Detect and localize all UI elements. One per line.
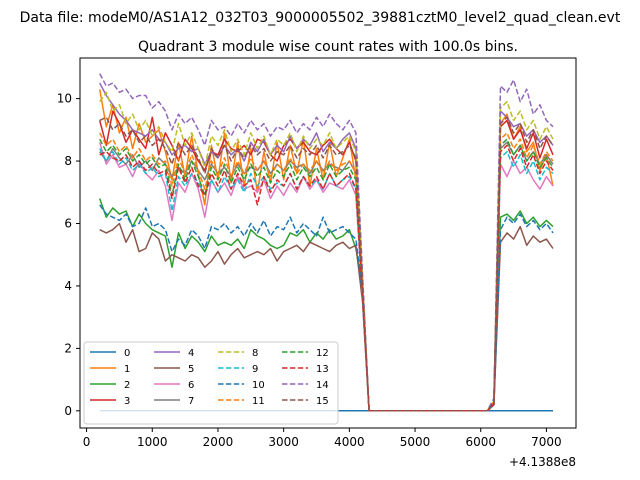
x-tick-label: 3000	[268, 435, 299, 449]
legend-label-11: 11	[252, 396, 265, 407]
legend-label-5: 5	[188, 364, 194, 375]
x-tick-label: 6000	[465, 435, 496, 449]
legend-label-1: 1	[124, 364, 130, 375]
legend-label-7: 7	[188, 396, 194, 407]
legend-label-3: 3	[124, 396, 130, 407]
legend-label-6: 6	[188, 380, 194, 391]
plot-area	[98, 73, 554, 412]
axes-frame	[79, 57, 577, 429]
x-tick-label: 1000	[137, 435, 168, 449]
legend-label-0: 0	[124, 348, 130, 359]
chart-title: Quadrant 3 module wise count rates with …	[138, 39, 518, 55]
y-tick-label: 8	[64, 154, 72, 168]
legend-label-2: 2	[124, 380, 130, 391]
legend-label-9: 9	[252, 364, 258, 375]
legend-box	[83, 341, 339, 425]
series-line-15	[99, 116, 554, 412]
legend-label-12: 12	[316, 348, 329, 359]
series-line-9	[99, 148, 554, 412]
y-tick-label: 10	[57, 92, 72, 106]
y-tick-label: 2	[64, 341, 72, 355]
chart-suptitle: Data file: modeM0/AS1A12_032T03_90000055…	[20, 10, 621, 26]
x-tick-label: 2000	[203, 435, 234, 449]
y-tick-label: 6	[64, 216, 72, 230]
y-tick-label: 0	[64, 404, 72, 418]
x-tick-label: 7000	[531, 435, 562, 449]
legend-label-15: 15	[316, 396, 329, 407]
x-offset-label: +4.1388e8	[509, 455, 576, 469]
legend-label-10: 10	[252, 380, 265, 391]
y-axis: 0 2 4 6 8 10	[57, 92, 80, 418]
x-tick-label: 5000	[400, 435, 431, 449]
legend-label-8: 8	[252, 348, 258, 359]
x-tick-label: 0	[83, 435, 91, 449]
legend-label-14: 14	[316, 380, 329, 391]
series-line-11	[99, 132, 554, 412]
series-line-13	[99, 144, 554, 412]
legend-label-4: 4	[188, 348, 194, 359]
x-axis: 0 1000 2000 3000 4000 5000 6000 7000	[83, 428, 562, 449]
legend-label-13: 13	[316, 364, 329, 375]
x-tick-label: 4000	[334, 435, 365, 449]
y-tick-label: 4	[64, 279, 72, 293]
